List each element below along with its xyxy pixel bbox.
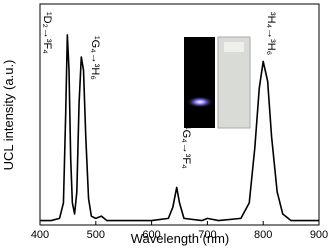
x-tick-label: 600 <box>142 229 160 241</box>
transition-annotation: ³H₄→³H₆ <box>265 12 277 55</box>
plot-frame <box>39 3 320 226</box>
x-axis-label: Wavelength (nm) <box>131 231 230 246</box>
inset-photos <box>184 36 251 129</box>
x-tick-label: 800 <box>254 229 272 241</box>
x-tick-label: 700 <box>198 229 216 241</box>
x-tick-label: 400 <box>31 229 49 241</box>
spectrum-line <box>40 34 319 222</box>
inset-dark <box>184 37 215 128</box>
y-axis-label: UCL intensity (a.u.) <box>1 60 16 171</box>
inset-vial-cap <box>224 42 244 52</box>
transition-annotation: ¹D₂→³F₄ <box>41 12 53 54</box>
inset-vial <box>217 36 251 129</box>
x-tick-label: 500 <box>87 229 105 241</box>
x-tick-label: 900 <box>310 229 328 241</box>
transition-annotation: ¹G₄→³H₆ <box>89 36 101 80</box>
transition-annotation: ¹G₄→³F₄ <box>180 126 192 169</box>
inset-glow <box>186 96 214 108</box>
